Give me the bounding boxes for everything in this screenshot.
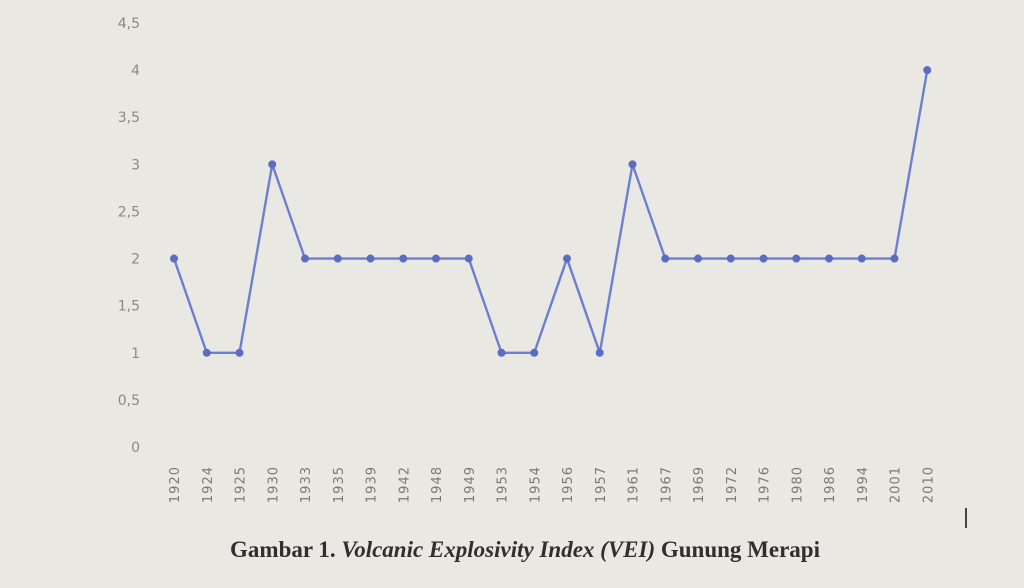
data-point: [890, 254, 899, 263]
x-tick-label: 1930: [266, 466, 281, 503]
x-tick-label: 1967: [659, 466, 674, 503]
data-point: [857, 254, 866, 263]
y-tick-label: 1,5: [118, 299, 140, 315]
data-point: [530, 348, 539, 357]
x-tick-label: 1976: [758, 466, 773, 503]
data-point: [497, 348, 506, 357]
y-tick-label: 4: [131, 63, 140, 79]
data-point: [923, 66, 932, 75]
text-cursor-mark: [965, 508, 967, 528]
x-tick-label: 1925: [234, 466, 249, 503]
data-point: [563, 254, 571, 263]
series-vei: [170, 66, 932, 357]
x-tick-label: 1949: [463, 466, 478, 503]
caption-italic: Volcanic Explosivity Index (VEI): [341, 537, 656, 562]
data-point: [366, 254, 375, 263]
data-point: [399, 254, 408, 263]
x-axis: 1920 1924 1925 1930 1933 1935 1939 1942 1948 1949…: [168, 466, 936, 503]
data-point: [628, 160, 637, 169]
x-tick-label: 1957: [594, 466, 609, 503]
x-tick-label: 1972: [725, 466, 740, 503]
x-tick-label: 1956: [561, 466, 576, 503]
vei-line-chart: 0 0,5 1 1,5 2 2,5 3 3,5 4 4,5 1920 1924 1925 1930 193…: [118, 16, 937, 503]
figure-caption: Gambar 1. Volcanic Explosivity Index (VE…: [0, 537, 1024, 563]
caption-prefix: Gambar 1.: [230, 537, 336, 562]
data-point: [694, 254, 702, 263]
data-point: [333, 254, 342, 263]
x-tick-label: 1980: [790, 466, 805, 503]
data-point: [235, 348, 244, 357]
data-point: [759, 254, 768, 263]
y-tick-label: 1: [131, 346, 140, 362]
x-tick-label: 1924: [201, 466, 216, 503]
x-tick-label: 1986: [823, 466, 838, 503]
x-tick-label: 1969: [692, 466, 707, 503]
x-tick-label: 1954: [528, 466, 543, 503]
data-point: [595, 348, 604, 357]
y-tick-label: 0: [131, 440, 140, 456]
y-tick-label: 4,5: [118, 16, 140, 32]
x-tick-label: 1948: [430, 466, 445, 503]
data-point: [301, 254, 309, 263]
data-point: [726, 254, 735, 263]
x-tick-label: 1939: [365, 466, 380, 503]
x-tick-label: 1961: [627, 466, 642, 503]
series-line: [172, 69, 929, 354]
x-tick-label: 1933: [299, 466, 314, 503]
x-tick-label: 1942: [397, 466, 412, 503]
data-point: [170, 254, 178, 263]
data-point: [661, 254, 670, 263]
data-point: [792, 254, 801, 263]
x-tick-label: 2001: [889, 466, 904, 503]
x-tick-label: 2010: [921, 466, 936, 503]
y-tick-label: 2: [131, 252, 140, 268]
y-tick-label: 2,5: [118, 204, 140, 220]
x-tick-label: 1953: [496, 466, 511, 503]
data-point: [202, 348, 211, 357]
y-tick-label: 3,5: [118, 110, 140, 126]
x-tick-label: 1920: [168, 466, 183, 503]
y-tick-label: 3: [131, 157, 140, 173]
y-tick-label: 0,5: [118, 393, 140, 409]
data-point: [268, 160, 277, 169]
x-tick-label: 1994: [856, 466, 871, 503]
x-tick-label: 1935: [332, 466, 347, 503]
y-axis: 0 0,5 1 1,5 2 2,5 3 3,5 4 4,5: [118, 16, 140, 456]
data-point: [825, 254, 833, 263]
data-point: [432, 254, 440, 263]
caption-suffix: Gunung Merapi: [660, 537, 820, 562]
data-point: [464, 254, 473, 263]
